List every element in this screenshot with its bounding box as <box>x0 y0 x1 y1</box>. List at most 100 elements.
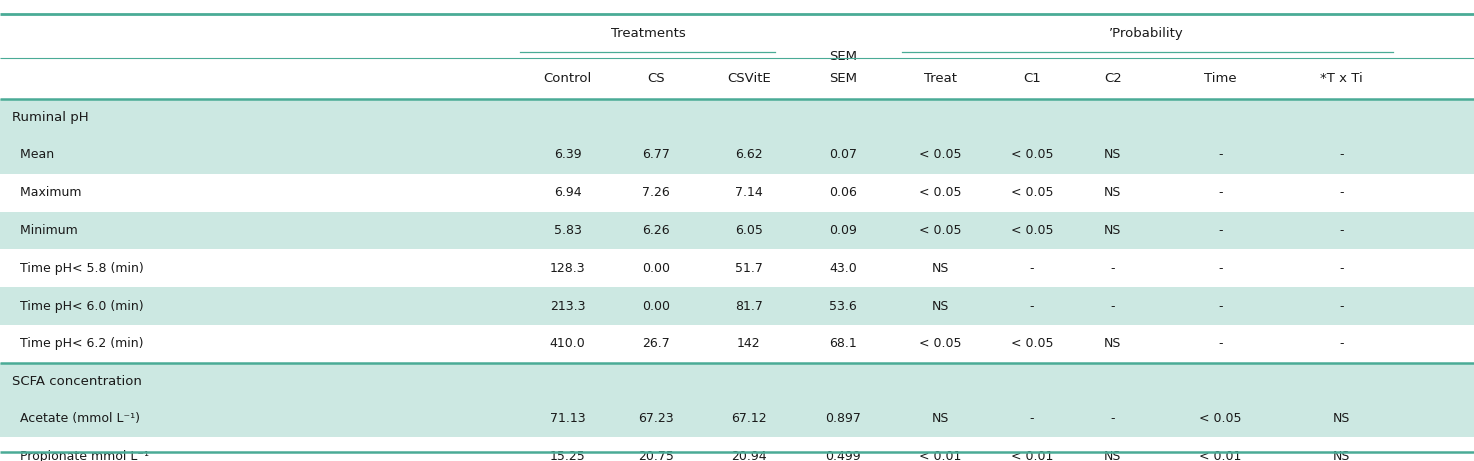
Text: NS: NS <box>1332 450 1350 461</box>
Text: 0.09: 0.09 <box>830 224 856 237</box>
Text: C1: C1 <box>1023 72 1041 85</box>
Text: 0.897: 0.897 <box>825 412 861 425</box>
Text: Treat: Treat <box>924 72 957 85</box>
Text: < 0.01: < 0.01 <box>920 450 961 461</box>
Text: < 0.05: < 0.05 <box>1011 337 1052 350</box>
Text: Minimum: Minimum <box>12 224 78 237</box>
Text: 67.23: 67.23 <box>638 412 674 425</box>
Text: NS: NS <box>1104 224 1122 237</box>
Text: -: - <box>1338 148 1344 161</box>
Text: -: - <box>1218 148 1223 161</box>
Text: 213.3: 213.3 <box>550 300 585 313</box>
Text: -: - <box>1218 262 1223 275</box>
Text: Control: Control <box>544 72 591 85</box>
Text: < 0.05: < 0.05 <box>920 337 961 350</box>
Text: < 0.05: < 0.05 <box>1011 224 1052 237</box>
Text: NS: NS <box>1104 186 1122 199</box>
Text: CSVitE: CSVitE <box>727 72 771 85</box>
Text: -: - <box>1029 262 1035 275</box>
Text: < 0.05: < 0.05 <box>1011 186 1052 199</box>
Bar <box>0 287 1474 325</box>
Text: 6.62: 6.62 <box>736 148 762 161</box>
Text: NS: NS <box>1104 148 1122 161</box>
Text: 81.7: 81.7 <box>736 300 762 313</box>
Text: -: - <box>1110 262 1116 275</box>
Text: < 0.05: < 0.05 <box>1011 148 1052 161</box>
Text: -: - <box>1338 300 1344 313</box>
Text: -: - <box>1110 412 1116 425</box>
Text: 51.7: 51.7 <box>736 262 762 275</box>
Text: 0.499: 0.499 <box>825 450 861 461</box>
Text: < 0.05: < 0.05 <box>920 224 961 237</box>
Text: 68.1: 68.1 <box>830 337 856 350</box>
Text: NS: NS <box>1332 412 1350 425</box>
Bar <box>0 99 1474 136</box>
Text: -: - <box>1338 262 1344 275</box>
Bar <box>0 400 1474 437</box>
Text: Treatments: Treatments <box>612 27 685 40</box>
Text: Mean: Mean <box>12 148 55 161</box>
Text: NS: NS <box>932 412 949 425</box>
Text: 0.00: 0.00 <box>643 300 669 313</box>
Text: -: - <box>1029 412 1035 425</box>
Text: Acetate (mmol L⁻¹): Acetate (mmol L⁻¹) <box>12 412 140 425</box>
Text: 67.12: 67.12 <box>731 412 766 425</box>
Text: 6.94: 6.94 <box>554 186 581 199</box>
Text: Time: Time <box>1204 72 1237 85</box>
Text: 0.00: 0.00 <box>643 262 669 275</box>
Text: 71.13: 71.13 <box>550 412 585 425</box>
Text: 6.26: 6.26 <box>643 224 669 237</box>
Text: -: - <box>1338 337 1344 350</box>
Text: 410.0: 410.0 <box>550 337 585 350</box>
Text: -: - <box>1218 337 1223 350</box>
Text: 0.06: 0.06 <box>830 186 856 199</box>
Text: -: - <box>1218 186 1223 199</box>
Bar <box>0 212 1474 249</box>
Text: 43.0: 43.0 <box>830 262 856 275</box>
Text: 20.75: 20.75 <box>638 450 674 461</box>
Text: Propionate mmol L⁻¹: Propionate mmol L⁻¹ <box>12 450 149 461</box>
Text: SEM: SEM <box>830 72 856 85</box>
Text: C2: C2 <box>1104 72 1122 85</box>
Text: 15.25: 15.25 <box>550 450 585 461</box>
Text: Time pH< 5.8 (min): Time pH< 5.8 (min) <box>12 262 143 275</box>
Text: 20.94: 20.94 <box>731 450 766 461</box>
Text: Time pH< 6.2 (min): Time pH< 6.2 (min) <box>12 337 143 350</box>
Text: < 0.01: < 0.01 <box>1011 450 1052 461</box>
Text: ’Probability: ’Probability <box>1110 27 1184 40</box>
Bar <box>0 136 1474 174</box>
Text: 7.14: 7.14 <box>736 186 762 199</box>
Text: 53.6: 53.6 <box>830 300 856 313</box>
Text: 7.26: 7.26 <box>643 186 669 199</box>
Text: -: - <box>1029 300 1035 313</box>
Text: < 0.05: < 0.05 <box>920 186 961 199</box>
Text: < 0.05: < 0.05 <box>1200 412 1241 425</box>
Text: NS: NS <box>932 262 949 275</box>
Text: -: - <box>1338 186 1344 199</box>
Text: < 0.05: < 0.05 <box>920 148 961 161</box>
Text: -: - <box>1218 224 1223 237</box>
Text: 6.05: 6.05 <box>736 224 762 237</box>
Text: 6.39: 6.39 <box>554 148 581 161</box>
Text: 5.83: 5.83 <box>554 224 581 237</box>
Text: 0.07: 0.07 <box>830 148 856 161</box>
Text: Ruminal pH: Ruminal pH <box>12 111 88 124</box>
Text: < 0.01: < 0.01 <box>1200 450 1241 461</box>
Text: 26.7: 26.7 <box>643 337 669 350</box>
Text: Maximum: Maximum <box>12 186 81 199</box>
Text: SCFA concentration: SCFA concentration <box>12 375 142 388</box>
Bar <box>0 363 1474 400</box>
Text: CS: CS <box>647 72 665 85</box>
Text: 128.3: 128.3 <box>550 262 585 275</box>
Text: -: - <box>1110 300 1116 313</box>
Text: -: - <box>1218 300 1223 313</box>
Text: *T x Ti: *T x Ti <box>1319 72 1363 85</box>
Text: -: - <box>1338 224 1344 237</box>
Text: NS: NS <box>932 300 949 313</box>
Text: 6.77: 6.77 <box>643 148 669 161</box>
Text: NS: NS <box>1104 337 1122 350</box>
Text: SEM: SEM <box>830 50 856 63</box>
Text: 142: 142 <box>737 337 761 350</box>
Text: Time pH< 6.0 (min): Time pH< 6.0 (min) <box>12 300 143 313</box>
Text: NS: NS <box>1104 450 1122 461</box>
